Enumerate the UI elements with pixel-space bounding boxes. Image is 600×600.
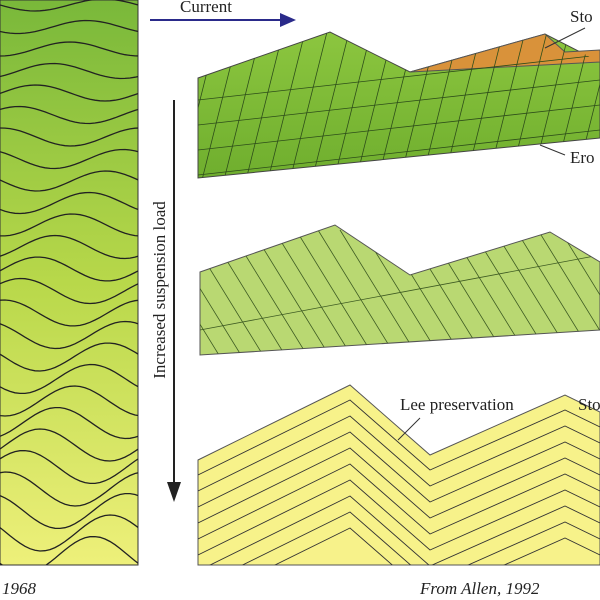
crest-line [0,256,138,282]
foreset [251,229,333,355]
foreset [295,229,377,355]
crest-line [0,213,138,237]
foreset [200,229,267,355]
set-boundary [198,104,600,151]
crest-line [0,105,138,125]
foreset [289,32,331,178]
drape-lamina [198,527,600,565]
set-boundary [198,129,600,176]
drape-lamina [198,479,600,556]
bottom-stoss-label: Sto [578,395,600,414]
foreset [339,229,421,355]
crest-line [0,406,138,440]
crest-line [0,170,138,192]
crest-line [0,234,138,260]
bedform-lines [0,0,138,565]
climbing-block [199,224,600,356]
foreset [317,229,399,355]
crest-line [0,471,138,507]
crest-line [0,299,138,327]
load-arrowhead [167,482,181,502]
crest-line [0,277,138,305]
crest-line [0,148,138,170]
foreset [311,32,353,178]
current-label: Current [180,0,232,16]
drape-lamina [198,511,600,565]
foreset [537,229,600,355]
crest-line [0,191,138,215]
top-stoss-label: Sto [570,7,593,26]
crest-line [0,492,138,530]
crest-line [0,535,138,565]
crest-line [0,342,138,372]
drape-lamina [198,399,600,476]
erosion-label: Ero [570,148,595,167]
crest-line [0,385,138,417]
crest-line [0,19,138,35]
bedform-panel [0,0,139,566]
drape-lamina [198,431,600,508]
drape-lamina [198,415,600,492]
leader [397,417,421,441]
crest-line [0,41,138,57]
crest-line [0,514,138,552]
right-credit: From Allen, 1992 [419,579,540,598]
foreset [200,229,223,355]
crest-line [0,363,138,395]
drape-lamina [198,495,600,565]
foreset [559,229,600,355]
foreset [273,229,355,355]
leader [539,144,566,156]
crest-line [0,84,138,102]
crest-line [0,428,138,462]
crest-line [0,62,138,80]
current-arrowhead [280,13,296,27]
drape-lamina [198,463,600,540]
crest-line [0,127,138,147]
laminae [198,399,600,565]
crest-line [0,0,138,12]
drape-lamina [198,447,600,524]
set-boundary [198,54,600,101]
set-boundary [200,254,600,331]
axis-label: Increased suspension load [150,201,169,379]
stoss-deposit [409,33,600,73]
foreset [200,229,245,355]
leader [544,27,586,49]
crest-line [0,449,138,485]
foreset [267,32,309,178]
crest-line [0,320,138,350]
left-credit: 1968 [2,579,37,598]
lee-label: Lee preservation [400,395,514,414]
